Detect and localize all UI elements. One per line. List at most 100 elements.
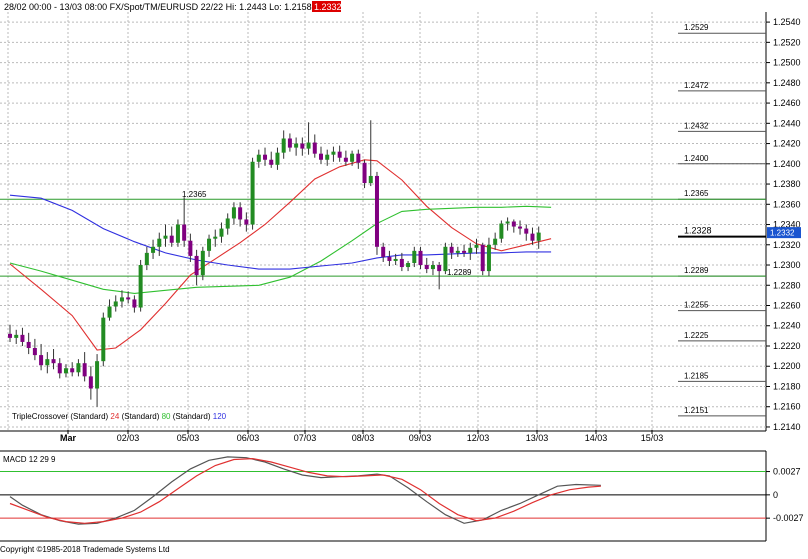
y-tick-label: 1.2300 xyxy=(773,260,801,270)
macd-tick-label: -0.0027 xyxy=(773,513,804,523)
y-tick-label: 1.2260 xyxy=(773,301,801,311)
candle-body xyxy=(300,143,305,149)
candle-body xyxy=(14,334,19,338)
x-tick-label: 12/03 xyxy=(467,433,490,443)
y-tick-label: 1.2540 xyxy=(773,17,801,27)
candle-body xyxy=(393,258,398,261)
candle-body xyxy=(350,153,355,162)
candle-body xyxy=(32,348,37,356)
candle-body xyxy=(374,175,379,247)
level-line-label: 1.2472 xyxy=(684,81,709,90)
candle-body xyxy=(163,235,168,239)
candle-body xyxy=(144,252,149,266)
macd-tick-label: 0 xyxy=(773,490,778,500)
legend-name: TripleCrossover (Standard) 24 (Standard)… xyxy=(12,412,227,421)
level-line-label: 1.2529 xyxy=(684,23,709,32)
candle-body xyxy=(468,247,473,253)
price-axis[interactable]: 1.2540 1.2520 1.2500 1.2480 1.2460 1.2440 1.24… xyxy=(766,17,801,432)
x-tick-label: 09/03 xyxy=(409,433,432,443)
y-tick-label: 1.2240 xyxy=(773,321,801,331)
x-tick-label: 05/03 xyxy=(177,433,200,443)
candle-body xyxy=(182,224,187,241)
candle-body xyxy=(356,153,361,163)
macd-lines xyxy=(9,456,601,525)
candle-body xyxy=(325,154,330,160)
x-tick-label: 14/03 xyxy=(585,433,608,443)
last-price-axis-label: 1.2332 xyxy=(770,229,795,238)
y-tick-label: 1.2360 xyxy=(773,199,801,209)
candle-body xyxy=(312,142,317,154)
candle-body xyxy=(151,246,156,253)
moving-average-lines xyxy=(9,159,552,351)
x-tick-label: 13/03 xyxy=(526,433,549,443)
ma-line-120 xyxy=(9,194,552,270)
candle-body xyxy=(437,265,442,272)
x-tick-label: 15/03 xyxy=(641,433,664,443)
candle-body xyxy=(269,159,274,165)
candle-body xyxy=(8,333,12,338)
candle-body xyxy=(381,246,386,257)
x-tick-label: 08/03 xyxy=(352,433,375,443)
y-tick-label: 1.2400 xyxy=(773,159,801,169)
macd-panel: MACD 12 29 9 0.0027 0 -0.0027 xyxy=(0,450,804,542)
candle-body xyxy=(263,154,268,160)
level-lines: 1.2529 1.2472 1.2432 1.2400 1.2365 1.2328 1.22… xyxy=(0,23,766,417)
level-line-label: 1.2151 xyxy=(684,406,709,415)
copyright: Copyright ©1985-2018 Trademade Systems L… xyxy=(0,545,170,554)
y-tick-label: 1.2340 xyxy=(773,220,801,230)
candle-body xyxy=(138,265,143,308)
macd-reference-lines xyxy=(0,471,766,519)
candle-body xyxy=(70,368,75,373)
candle-body xyxy=(306,142,311,149)
macd-title: MACD 12 29 9 xyxy=(3,455,56,464)
candle-body xyxy=(499,223,504,239)
support-resistance-label: 1.2365 xyxy=(182,190,207,199)
candle-body xyxy=(524,228,529,234)
candle-body xyxy=(281,138,286,153)
candle-body xyxy=(368,175,373,184)
candle-body xyxy=(132,299,137,308)
candle-body xyxy=(207,238,212,251)
candle-body xyxy=(480,244,485,272)
time-axis[interactable]: Mar 02/03 05/03 06/03 07/03 08/03 09/03 12/03 13… xyxy=(60,430,663,443)
candle-body xyxy=(474,244,479,248)
level-line-label: 1.2432 xyxy=(684,121,709,130)
candle-body xyxy=(107,306,112,318)
level-line-label: 1.2289 xyxy=(684,266,709,275)
candle-body xyxy=(530,233,535,241)
y-tick-label: 1.2440 xyxy=(773,118,801,128)
y-tick-label: 1.2520 xyxy=(773,37,801,47)
y-tick-label: 1.2140 xyxy=(773,422,801,432)
level-line-label: 1.2328 xyxy=(684,226,712,236)
candle-body xyxy=(331,151,336,155)
candle-body xyxy=(95,361,100,389)
x-tick-label: 06/03 xyxy=(237,433,260,443)
candle-body xyxy=(387,256,392,261)
x-tick-label: 07/03 xyxy=(294,433,317,443)
candle-body xyxy=(126,297,131,300)
candle-body xyxy=(511,221,516,227)
candle-body xyxy=(238,207,243,220)
candle-body xyxy=(275,152,280,165)
candle-body xyxy=(101,317,106,362)
last-price-badge: 1.2332 xyxy=(314,2,342,12)
candle-body xyxy=(462,250,467,253)
candle-body xyxy=(294,143,299,148)
candle-body xyxy=(518,226,523,229)
candle-body xyxy=(169,235,174,243)
candle-body xyxy=(486,244,491,272)
macd-line-signal xyxy=(9,457,601,524)
candle-body xyxy=(200,250,205,276)
ma-line-24 xyxy=(9,159,552,351)
candle-body xyxy=(188,240,193,256)
candle-body xyxy=(493,238,498,245)
y-tick-label: 1.2480 xyxy=(773,78,801,88)
x-tick-label: 02/03 xyxy=(117,433,140,443)
candle-body xyxy=(157,238,162,247)
candle-body xyxy=(406,262,411,268)
candle-body xyxy=(76,363,81,373)
candle-body xyxy=(219,228,224,237)
candle-body xyxy=(343,157,348,162)
